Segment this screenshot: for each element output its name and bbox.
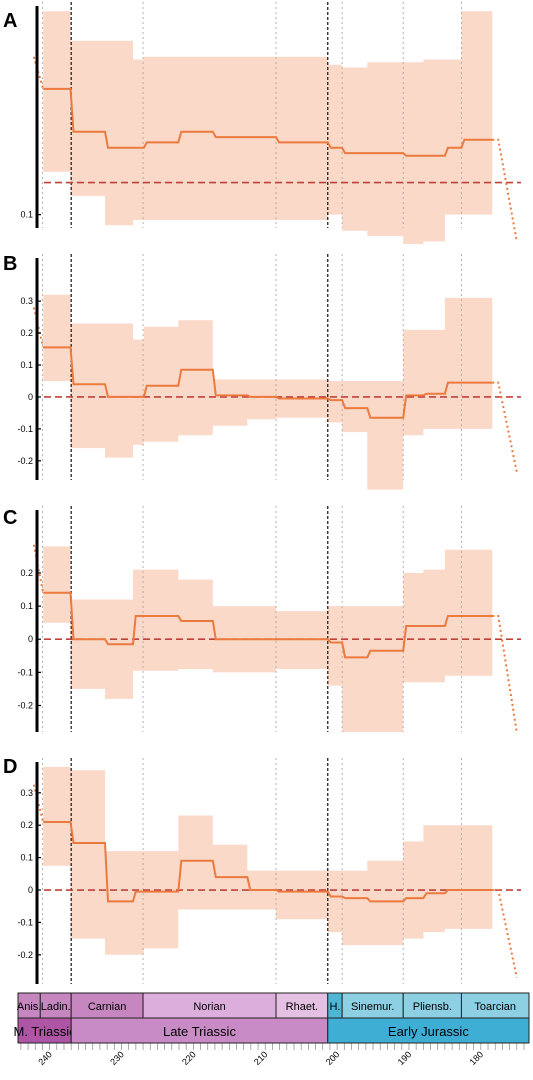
panel-b: B 0.3 0.2 0.1 0 -0.1 -0.2	[3, 253, 521, 490]
stage-label: Ladin.	[41, 1001, 71, 1013]
y-tick-label: -0.2	[17, 456, 33, 466]
panel-label: A	[3, 10, 17, 32]
panel-a: A 0.1	[3, 2, 521, 244]
confidence-band	[43, 766, 493, 955]
mean-line	[43, 821, 493, 903]
stage-label: Norian	[193, 1001, 225, 1013]
y-tick-label: -0.2	[17, 950, 33, 960]
x-tick-label: 180	[468, 1049, 486, 1067]
y-tick-label: -0.1	[17, 917, 33, 927]
x-tick-label: 220	[180, 1049, 198, 1067]
y-tick-label: 0	[28, 392, 33, 402]
stage-label: Sinemur.	[351, 1001, 394, 1013]
extrapolation-end	[492, 615, 518, 733]
y-tick-label: 0.3	[20, 296, 33, 306]
stage-label: Rhaet.	[286, 1001, 318, 1013]
extrapolation-start	[32, 784, 45, 823]
mean-line	[43, 591, 493, 659]
confidence-band	[43, 294, 493, 490]
x-tick-label: 210	[252, 1049, 270, 1067]
y-tick-label: 0	[28, 634, 33, 644]
extrapolation-start	[32, 544, 45, 594]
confidence-band	[43, 11, 493, 244]
mean-line	[43, 346, 493, 419]
x-tick-label: 200	[324, 1049, 342, 1067]
y-tick-label: 0.1	[20, 360, 33, 370]
epoch-box	[70, 1017, 329, 1044]
y-tick-label: 0.3	[20, 788, 33, 798]
epoch-label: Early Jurassic	[388, 1024, 469, 1039]
panel-label: D	[3, 756, 17, 778]
panel-label: C	[3, 507, 17, 529]
x-tick-label: 230	[108, 1049, 126, 1067]
mean-line	[43, 87, 493, 157]
epoch-box	[327, 1017, 530, 1044]
panel-d: D0.3 0.2 0.1 0 -0.1 -0.2	[3, 756, 521, 984]
y-tick-label: 0.2	[20, 328, 33, 338]
epoch-label: M. Triassic	[14, 1024, 77, 1039]
panel-label: B	[3, 253, 17, 275]
stage-label: Pliensb.	[413, 1001, 452, 1013]
y-tick-label: 0.2	[20, 568, 33, 578]
stage-label: Carnian	[88, 1001, 127, 1013]
y-tick-label: -0.1	[17, 424, 33, 434]
y-tick-label: 0	[28, 885, 33, 895]
y-tick-label: -0.1	[17, 667, 33, 677]
y-tick-label: 0.1	[20, 601, 33, 611]
x-tick-label: 190	[396, 1049, 414, 1067]
y-tick-label: 0.1	[20, 853, 33, 863]
y-tick-label: 0.2	[20, 820, 33, 830]
stage-box	[70, 992, 144, 1019]
x-tick-label: 240	[36, 1049, 54, 1067]
y-tick-label: 0.1	[20, 210, 33, 220]
epoch-label: Late Triassic	[163, 1024, 236, 1039]
stage-label: H.	[329, 1001, 340, 1013]
stage-label: Anis.	[17, 1001, 41, 1013]
stage-box	[275, 992, 329, 1019]
stage-box	[460, 992, 530, 1019]
stage-box	[341, 992, 404, 1019]
extrapolation-end	[492, 138, 518, 242]
extrapolation-end	[492, 381, 518, 473]
extrapolation-end	[492, 889, 518, 978]
stage-label: Toarcian	[474, 1001, 516, 1013]
timescale: Anis. Ladin. Carnian Norian Rhaet. H. Sinemur.…	[14, 992, 530, 1067]
stage-box	[39, 992, 72, 1019]
y-tick-label: -0.2	[17, 700, 33, 710]
panel-c: C 0.2 0.1 0 -0.1 -0.2	[3, 506, 521, 733]
